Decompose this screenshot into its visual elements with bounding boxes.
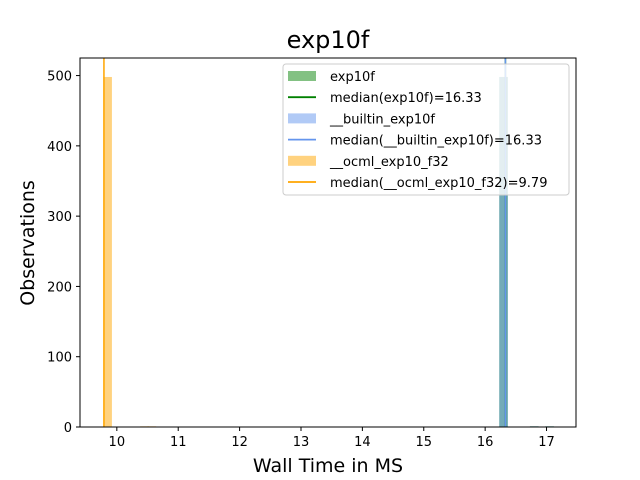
y-tick-label-4: 400 (47, 140, 72, 155)
histogram-bar-2-0 (103, 76, 112, 427)
chart-title: exp10f (287, 26, 370, 54)
legend-label-5: median(__ocml_exp10_f32)=9.79 (330, 176, 547, 191)
axes-frame (79, 57, 577, 428)
y-tick-label-2: 200 (47, 280, 72, 295)
y-tick-label-0: 0 (64, 421, 72, 436)
x-tick-label-0: 10 (109, 435, 126, 450)
legend-swatch-0 (288, 71, 316, 81)
x-tick-label-6: 16 (477, 435, 494, 450)
y-tick-label-3: 300 (47, 210, 72, 225)
legend-swatch-2 (288, 113, 316, 124)
legend-label-2: __builtin_exp10f (329, 112, 435, 127)
legend-label-3: median(__builtin_exp10f)=16.33 (330, 134, 542, 149)
x-tick-label-7: 17 (538, 435, 555, 450)
plot-area: 10 11 12 13 14 15 16 17 0 100 200 300 400 500 exp10f me… (47, 57, 577, 450)
legend-label-4: __ocml_exp10_f32 (329, 155, 449, 170)
x-tick-label-2: 12 (231, 435, 248, 450)
x-tick-label-3: 13 (293, 435, 310, 450)
legend-label-1: median(exp10f)=16.33 (330, 91, 482, 106)
y-axis-label: Observations (17, 180, 39, 306)
x-axis-label: Wall Time in MS (253, 455, 403, 477)
x-tick-label-5: 15 (415, 435, 432, 450)
histogram-bar-1-0 (499, 76, 508, 427)
x-tick-label-4: 14 (354, 435, 371, 450)
x-tick-label-1: 11 (170, 435, 187, 450)
legend-label-0: exp10f (330, 70, 375, 85)
y-tick-label-1: 100 (47, 351, 72, 366)
y-tick-label-5: 500 (47, 70, 72, 85)
legend-box (282, 63, 570, 196)
legend-swatch-4 (288, 155, 316, 166)
